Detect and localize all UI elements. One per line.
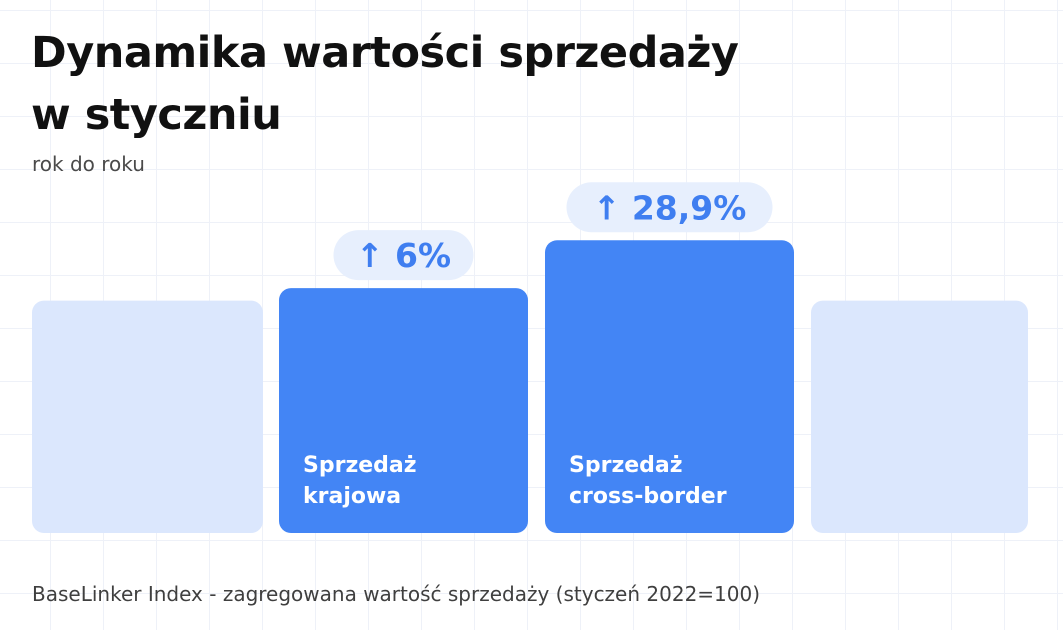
bar-2 [279,288,528,533]
change-label-3: ↑ 28,9% [593,188,747,227]
chart-title-line-1: Dynamika wartości sprzedaży [31,28,739,78]
bar-3 [545,240,794,533]
chart-subtitle: rok do roku [32,152,145,176]
chart-title-line-2: w styczniu [31,90,282,140]
bar-3-label-line-2: cross-border [569,484,727,509]
change-label-2: ↑ 6% [356,236,451,275]
bar-3-label-line-1: Sprzedaż [569,453,683,478]
change-badge-3 [566,182,773,233]
source-note: BaseLinker Index - zagregowana wartość s… [32,582,761,606]
bar-1 [32,300,263,533]
bar-4 [811,300,1028,533]
chart-title: Dynamika wartości sprzedaży w styczniu [31,22,931,146]
change-badge-2 [333,230,474,281]
bar-2-label-line-1: Sprzedaż [303,453,417,478]
bar-2-label-line-2: krajowa [303,484,401,509]
